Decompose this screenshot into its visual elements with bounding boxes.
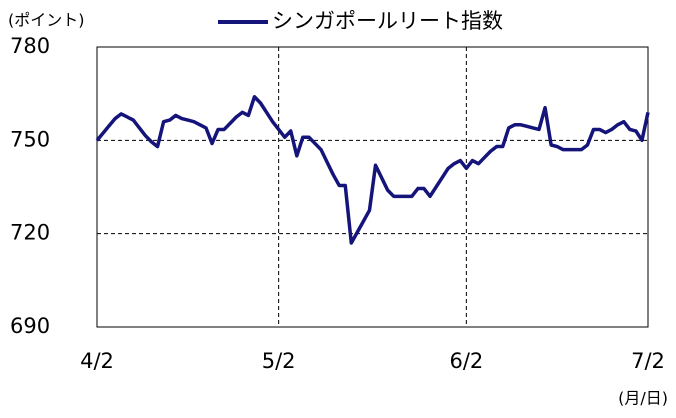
plot-frame xyxy=(96,46,649,328)
x-unit-label: (月/日) xyxy=(618,389,668,408)
x-tick-label: 5/2 xyxy=(262,349,296,373)
x-tick-label: 6/2 xyxy=(449,349,483,373)
y-tick-label: 720 xyxy=(10,221,50,245)
y-tick-label: 780 xyxy=(10,34,50,58)
x-tick-label: 4/2 xyxy=(80,349,114,373)
y-tick-label: 690 xyxy=(10,314,50,338)
x-tick-label: 7/2 xyxy=(631,349,665,373)
y-unit-label: (ポイント) xyxy=(8,11,85,30)
legend-label: シンガポールリート指数 xyxy=(272,9,503,33)
y-tick-label: 750 xyxy=(10,127,50,151)
series-line xyxy=(95,95,650,245)
